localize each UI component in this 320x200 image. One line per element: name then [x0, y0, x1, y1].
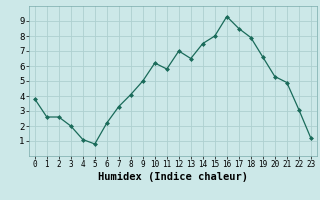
X-axis label: Humidex (Indice chaleur): Humidex (Indice chaleur): [98, 172, 248, 182]
